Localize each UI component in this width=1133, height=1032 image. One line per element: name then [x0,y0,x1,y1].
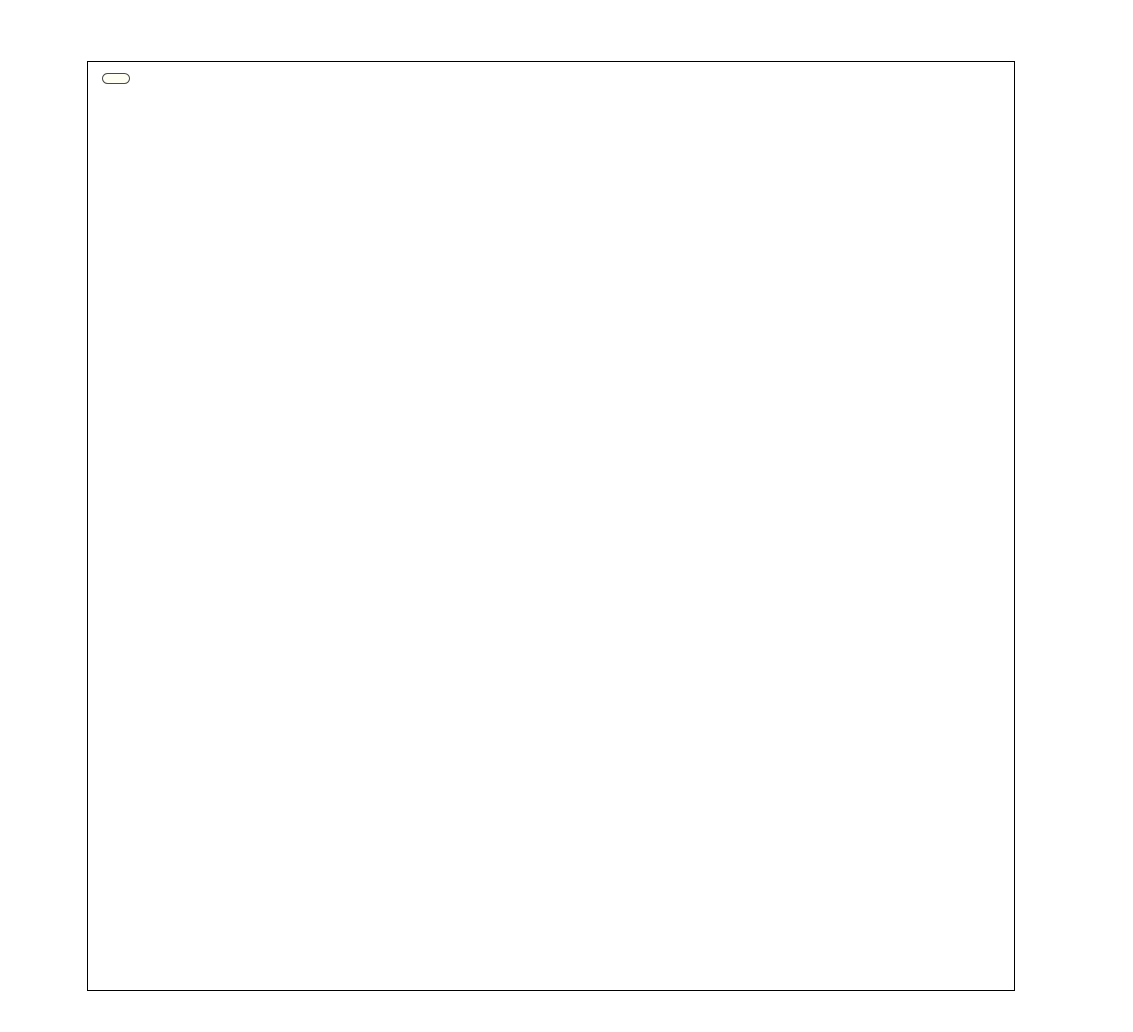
colorbar-extend-arrows [1039,290,1062,760]
map-plot-area [87,61,1015,991]
map-canvas [88,62,1014,990]
max-wind-annotation [102,73,130,84]
